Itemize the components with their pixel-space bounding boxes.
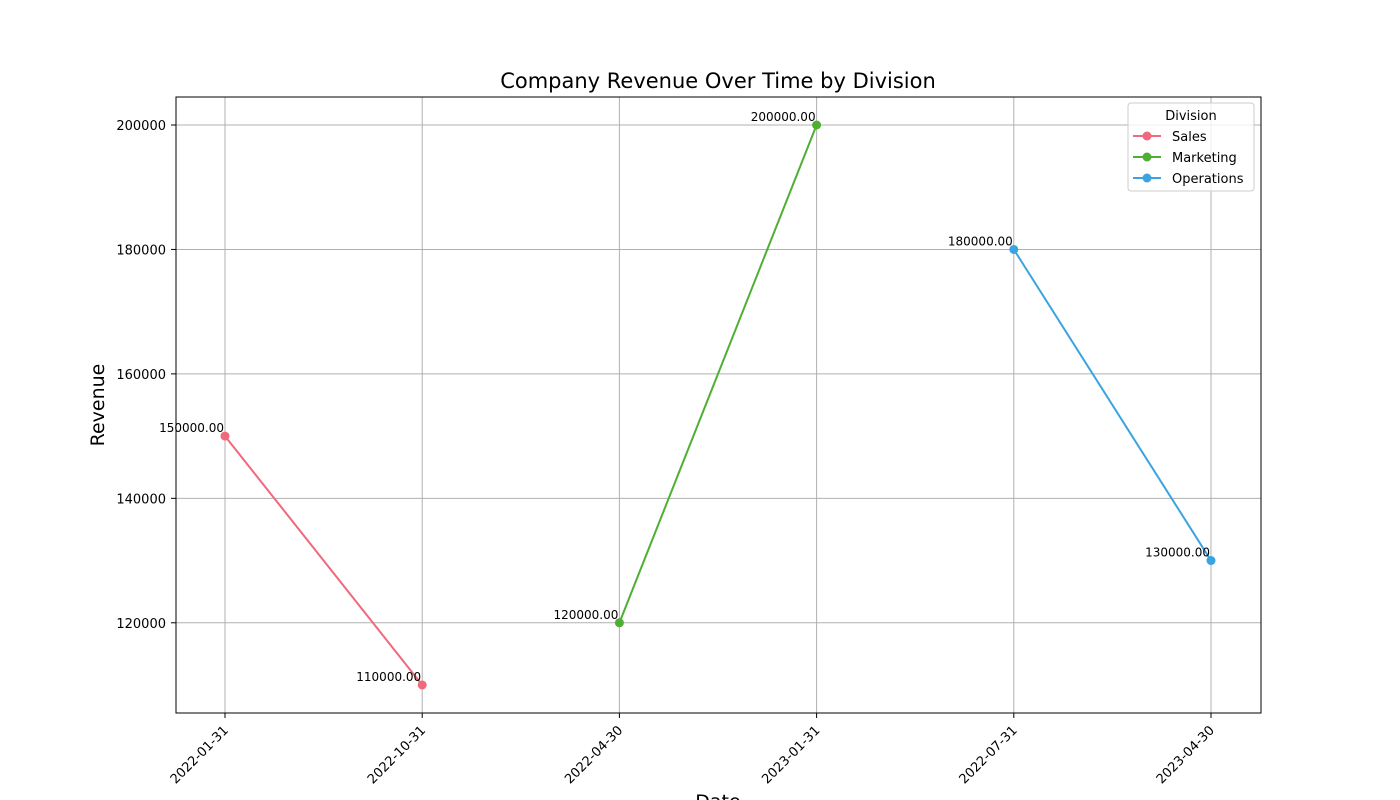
data-label-operations: 180000.00: [948, 234, 1013, 248]
data-labels: 150000.00 110000.00 120000.00 200000.00 1800…: [159, 110, 1210, 684]
y-axis-title: Revenue: [87, 364, 109, 447]
legend-marker-sales: [1142, 131, 1152, 141]
y-tick-label: 200000: [116, 119, 166, 134]
chart-title: Company Revenue Over Time by Division: [500, 69, 936, 93]
data-point-sales: [220, 431, 230, 441]
data-label-marketing: 200000.00: [751, 110, 816, 124]
legend-label-operations: Operations: [1172, 172, 1244, 187]
data-point-operations: [1206, 556, 1216, 566]
chart-legend: Division Sales Marketing Operations: [1127, 102, 1255, 192]
legend-title: Division: [1165, 109, 1217, 124]
data-point-marketing: [812, 120, 822, 130]
legend-marker-operations: [1142, 173, 1152, 183]
legend-label-marketing: Marketing: [1172, 151, 1237, 166]
series-line-sales: [224, 435, 423, 686]
data-label-sales: 110000.00: [356, 670, 421, 684]
y-tick-label: 160000: [116, 368, 166, 383]
data-label-operations: 130000.00: [1145, 546, 1210, 560]
legend-box: [1127, 102, 1255, 192]
series-line-operations: [1012, 248, 1212, 562]
grid-lines: [176, 97, 1261, 713]
series-line-marketing: [618, 124, 818, 624]
data-point-sales: [417, 680, 427, 690]
data-label-marketing: 120000.00: [553, 608, 618, 622]
data-series: [220, 120, 1216, 690]
x-axis-title: Date: [695, 791, 740, 800]
data-point-operations: [1009, 244, 1019, 254]
data-label-sales: 150000.00: [159, 421, 224, 435]
plot-area-frame: [175, 96, 1262, 714]
data-point-marketing: [614, 618, 624, 628]
y-tick-label: 120000: [116, 617, 166, 632]
y-tick-label: 140000: [116, 492, 166, 507]
y-tick-label: 180000: [116, 243, 166, 258]
legend-marker-marketing: [1142, 152, 1152, 162]
legend-label-sales: Sales: [1172, 130, 1207, 145]
